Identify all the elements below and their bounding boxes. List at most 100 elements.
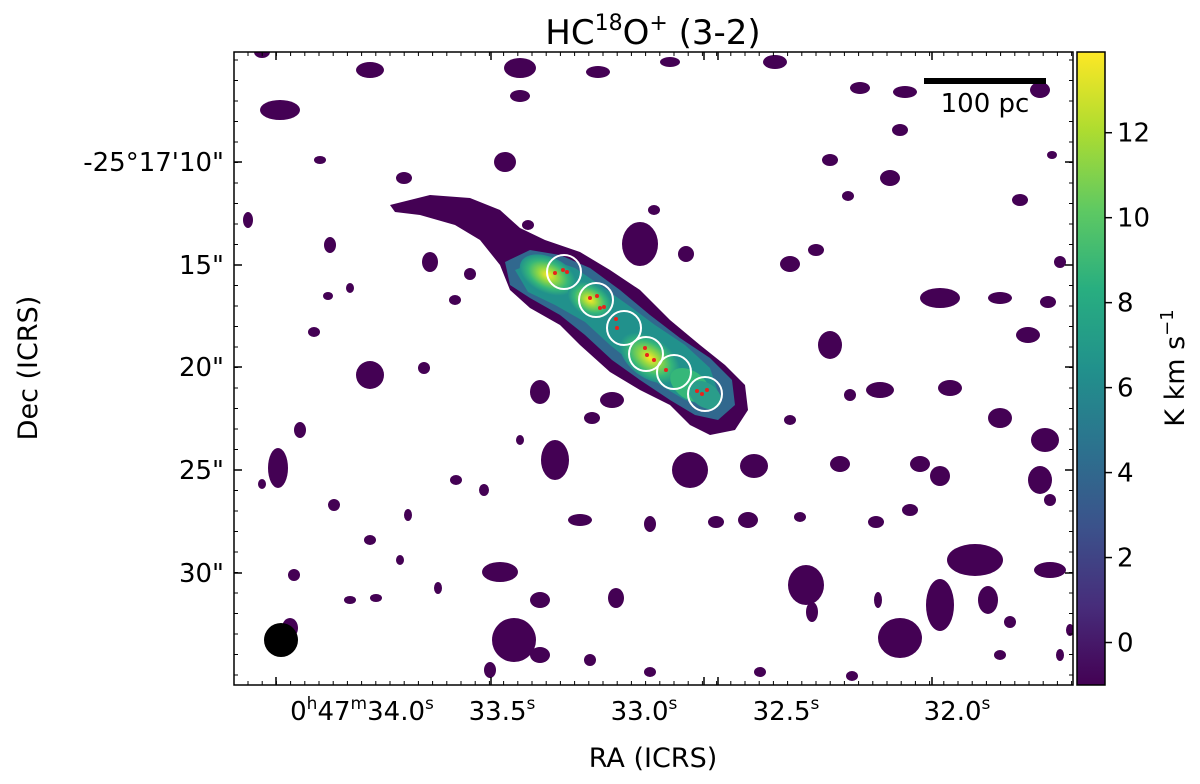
aperture	[628, 336, 664, 372]
noise-blob	[288, 569, 300, 581]
chart-title: HC18O+ (3-2)	[545, 11, 760, 53]
noise-blob	[608, 588, 624, 608]
noise-blob	[938, 380, 962, 396]
x-tick-label: 0h47m34.0s	[290, 694, 434, 727]
noise-blob	[1012, 194, 1028, 206]
beam-ellipse	[264, 623, 298, 657]
noise-blob	[356, 62, 384, 78]
noise-blob	[1047, 151, 1057, 159]
x-tick-label: 33.0s	[611, 694, 678, 727]
colorbar-tick-label: 6	[1117, 374, 1134, 404]
noise-blob	[586, 66, 610, 78]
noise-blob	[1056, 649, 1064, 661]
noise-blob	[510, 90, 530, 102]
noise-blob	[364, 535, 376, 545]
noise-blob	[530, 592, 550, 608]
noise-blob	[850, 82, 870, 94]
aperture	[656, 354, 692, 390]
noise-blob	[880, 170, 900, 186]
aperture	[606, 310, 642, 346]
noise-blob	[1044, 494, 1056, 506]
x-tick-label: 32.5s	[753, 694, 820, 727]
noise-blob	[866, 382, 894, 398]
noise-blob	[868, 516, 884, 528]
noise-blob	[260, 100, 300, 120]
noise-blob	[878, 618, 922, 658]
noise-blob	[324, 237, 336, 253]
noise-blob	[830, 456, 850, 472]
noise-blob	[584, 654, 596, 666]
y-tick-label: 30"	[179, 559, 224, 589]
noise-blob	[494, 152, 516, 172]
noise-blob	[910, 456, 930, 472]
noise-blob	[492, 618, 536, 662]
noise-blob	[842, 191, 854, 201]
y-tick-label: 15"	[179, 251, 224, 281]
noise-blob	[1054, 256, 1066, 268]
y-axis	[234, 161, 1073, 574]
noise-blob	[672, 452, 708, 488]
scale-bar-label: 100 pc	[941, 89, 1030, 119]
noise-blob	[622, 222, 658, 266]
noise-blob	[356, 361, 384, 389]
noise-blob	[994, 650, 1006, 660]
scale-bar	[924, 78, 1046, 84]
x-tick-label: 33.5s	[469, 694, 536, 727]
noise-blob	[1034, 562, 1066, 578]
noise-blob	[926, 579, 954, 631]
noise-blob	[422, 252, 438, 272]
noise-blob	[763, 55, 787, 69]
noise-blob	[893, 86, 917, 98]
noise-blob	[1040, 296, 1056, 308]
plot-frame	[233, 51, 1074, 686]
noise-blob	[1028, 466, 1052, 494]
plot-area: 100 pc	[234, 52, 1073, 685]
noise-blob	[1066, 624, 1073, 636]
noise-blob	[314, 156, 326, 164]
noise-blob	[243, 212, 253, 228]
noise-blob	[844, 389, 856, 401]
noise-blobs	[243, 52, 1073, 681]
y-tick-label: 20"	[179, 353, 224, 383]
noise-blob	[806, 602, 818, 622]
noise-blob	[323, 292, 333, 300]
noise-blob	[788, 565, 824, 605]
noise-blob	[754, 667, 766, 677]
noise-blob	[418, 362, 430, 374]
noise-blob	[660, 57, 680, 67]
noise-blob	[434, 582, 442, 594]
noise-blob	[738, 512, 758, 528]
aperture	[546, 254, 582, 290]
colorbar-tick-label: 8	[1117, 289, 1134, 319]
noise-blob	[1016, 327, 1040, 343]
aperture	[687, 376, 723, 412]
noise-blob	[294, 422, 306, 438]
noise-blob	[516, 435, 524, 445]
noise-blob	[644, 667, 656, 677]
noise-blob	[930, 466, 950, 486]
noise-blob	[978, 586, 998, 614]
colorbar-tick-label: 10	[1117, 204, 1150, 234]
noise-blob	[484, 662, 496, 678]
noise-blob	[902, 504, 918, 516]
noise-blob	[530, 647, 550, 663]
colorbar-label: K km s−1	[1157, 309, 1191, 426]
noise-blob	[600, 392, 624, 408]
colorbar-tick-label: 2	[1117, 544, 1134, 574]
noise-blob	[920, 288, 960, 308]
noise-blob	[404, 509, 412, 521]
noise-blob	[1004, 616, 1016, 628]
noise-blob	[892, 124, 908, 136]
noise-blob	[396, 555, 404, 565]
noise-blob	[818, 331, 842, 359]
noise-blob	[584, 412, 600, 424]
colorbar-tick-label: 0	[1117, 629, 1134, 659]
colorbar: 0 2 4 6 8 10 12 K km s−1	[1076, 51, 1191, 686]
noise-blob	[708, 516, 724, 528]
colorbar-tick-label: 12	[1117, 119, 1150, 149]
y-tick-label: -25°17'10"	[83, 148, 224, 178]
apertures	[546, 254, 723, 412]
noise-blob	[874, 592, 882, 608]
noise-blob	[396, 172, 412, 184]
